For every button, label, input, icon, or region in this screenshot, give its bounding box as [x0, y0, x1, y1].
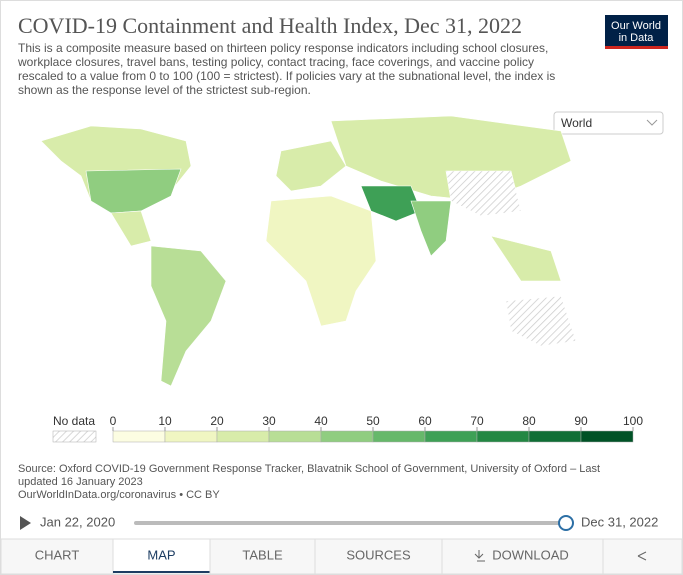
- tab[interactable]: [209, 538, 316, 574]
- tab-label: DOWNLOAD: [492, 547, 569, 562]
- play-button[interactable]: [20, 516, 31, 530]
- legend-bin: [528, 430, 582, 443]
- legend-bin: [580, 430, 634, 443]
- logo: [605, 15, 668, 49]
- legend-tick-label: 90: [574, 414, 588, 428]
- timeline-start: Jan 22, 2020: [40, 514, 115, 529]
- central-america: [110, 210, 152, 247]
- legend-tick-label: 60: [418, 414, 432, 428]
- africa: [265, 195, 377, 327]
- no-data-label: No data: [53, 414, 95, 428]
- tab-label: CHART: [35, 547, 80, 562]
- download-icon: [474, 550, 485, 562]
- source-line: Source: Oxford COVID-19 Government Respo…: [18, 463, 600, 475]
- tab-label: TABLE: [242, 547, 283, 562]
- legend-bin: [112, 430, 166, 443]
- legend-bin: [164, 430, 218, 443]
- entity-select[interactable]: [553, 111, 664, 135]
- subtitle-line: rescaled to a value from 0 to 100 (100 =…: [18, 69, 555, 83]
- tab[interactable]: [314, 538, 443, 574]
- title: COVID-19 Containment and Health Index, D…: [18, 13, 522, 38]
- map: [40, 115, 577, 387]
- tab-label: MAP: [147, 547, 175, 562]
- share-icon: [637, 551, 647, 561]
- iran: [360, 185, 422, 222]
- entity-select-label: World: [561, 116, 592, 130]
- subtitle-line: shown as the response level of the stric…: [18, 83, 311, 97]
- legend-tick-label: 0: [110, 414, 117, 428]
- southeast-asia: [490, 235, 562, 282]
- source-line: updated 16 January 2023: [18, 476, 143, 488]
- legend-bin: [476, 430, 530, 443]
- timeline-end: Dec 31, 2022: [581, 514, 658, 529]
- logo-text: Our World: [611, 20, 661, 32]
- legend-bin: [424, 430, 478, 443]
- legend-bin: [216, 430, 270, 443]
- legend-bin: [320, 430, 374, 443]
- share-tab[interactable]: [602, 538, 682, 574]
- logo-bar: [605, 46, 668, 49]
- select-arrow: [646, 119, 658, 126]
- tab-label: SOURCES: [346, 547, 411, 562]
- europe: [275, 140, 347, 192]
- legend-tick-label: 20: [210, 414, 224, 428]
- legend-tick-label: 80: [522, 414, 536, 428]
- subtitle-line: This is a composite measure based on thi…: [18, 41, 548, 55]
- legend-bin: [372, 430, 426, 443]
- tab[interactable]: [441, 538, 604, 574]
- source-line: OurWorldInData.org/coronavirus • CC BY: [18, 489, 220, 501]
- legend-bin: [268, 430, 322, 443]
- legend-tick-label: 30: [262, 414, 276, 428]
- no-data-swatch: [52, 430, 97, 443]
- legend-tick-label: 40: [314, 414, 328, 428]
- india: [410, 200, 452, 257]
- legend-tick-label: 50: [366, 414, 380, 428]
- china: [445, 170, 522, 217]
- tab[interactable]: [1, 538, 114, 574]
- legend-tick-label: 10: [158, 414, 172, 428]
- usa: [85, 168, 182, 214]
- legend-tick-label: 100: [623, 414, 643, 428]
- australia: [505, 295, 577, 347]
- legend-tick-label: 70: [470, 414, 484, 428]
- south-america: [150, 245, 227, 387]
- timeline-handle[interactable]: [558, 515, 574, 531]
- subtitle-line: workplace closures, travel bans, testing…: [17, 55, 534, 69]
- logo-text: in Data: [619, 32, 655, 44]
